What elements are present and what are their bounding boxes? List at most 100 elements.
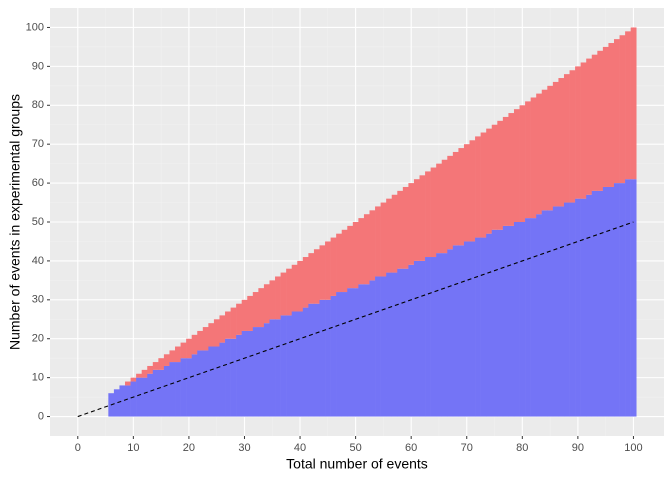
bar-segment [547, 210, 554, 417]
bar-segment [186, 338, 192, 359]
bar-segment [458, 148, 465, 246]
x-tick-label: 50 [349, 442, 361, 454]
bar-segment [480, 237, 487, 417]
bar-segment [386, 198, 393, 273]
bar-segment [136, 373, 142, 378]
bar-segment [386, 272, 393, 417]
bar-segment [530, 97, 537, 219]
bar-segment [530, 218, 537, 417]
bar-segment [286, 315, 293, 417]
bar-segment [430, 167, 437, 258]
bar-segment [419, 260, 426, 417]
bar-segment [430, 257, 437, 417]
bar-segment [513, 222, 520, 417]
bar-segment [397, 190, 404, 269]
y-tick-label: 100 [26, 21, 44, 33]
bar-segment [119, 385, 126, 417]
bar-segment [241, 299, 248, 331]
bar-segment [269, 319, 276, 417]
bar-segment [608, 43, 615, 187]
bar-segment [186, 358, 192, 417]
y-tick-label: 0 [38, 410, 44, 422]
bar-segment [408, 264, 415, 417]
bar-segment [180, 358, 187, 417]
bar-segment [319, 299, 326, 417]
bar-segment [563, 202, 570, 417]
bar-segment [219, 315, 226, 343]
bar-segment [402, 268, 409, 417]
y-tick-label: 30 [32, 294, 44, 306]
y-tick-label: 50 [32, 216, 44, 228]
y-tick-label: 20 [32, 333, 44, 345]
bar-segment [502, 225, 509, 417]
bar-segment [580, 198, 587, 417]
bar-segment [263, 284, 270, 324]
bar-segment [313, 249, 320, 304]
bar-segment [630, 27, 637, 180]
bar-segment [525, 101, 531, 219]
bar-segment [191, 354, 198, 417]
bar-segment [552, 206, 559, 417]
bar-segment [447, 249, 454, 417]
bar-segment [208, 346, 215, 417]
bar-segment [491, 229, 498, 417]
bar-segment [280, 272, 287, 316]
bar-segment [602, 46, 609, 187]
bar-segment [375, 206, 381, 277]
bar-segment [508, 225, 515, 417]
bar-segment [175, 346, 181, 363]
bar-segment [330, 295, 337, 417]
bar-segment [597, 50, 604, 191]
bar-segment [575, 66, 581, 199]
bar-segment [447, 155, 454, 250]
bar-segment [619, 183, 626, 417]
bar-segment [519, 222, 526, 417]
bar-segment [152, 369, 159, 417]
bar-segment [286, 268, 293, 316]
bar-segment [475, 136, 481, 238]
bar-segment [297, 311, 304, 417]
bar-segment [591, 190, 598, 417]
bar-segment [425, 257, 431, 417]
bar-segment [219, 342, 226, 417]
bar-segment [497, 120, 504, 230]
bar-segment [291, 311, 298, 417]
bar-segment [169, 362, 176, 417]
bar-segment [580, 62, 587, 199]
bar-segment [380, 276, 387, 417]
bar-segment [341, 292, 348, 417]
reference-line [77, 221, 634, 418]
bar-segment [297, 260, 304, 312]
bar-segment [602, 186, 609, 417]
bar-segment [158, 358, 165, 370]
bar-segment [125, 381, 131, 386]
bar-segment [247, 295, 254, 331]
x-tick-label: 80 [516, 442, 528, 454]
bar-segment [136, 377, 142, 417]
bar-segment [169, 350, 176, 363]
bar-segment [236, 303, 243, 335]
bar-segment [402, 186, 409, 269]
bar-segment [330, 237, 337, 296]
bar-segment [352, 288, 359, 417]
bar-segment [275, 276, 281, 320]
y-tick-label: 90 [32, 60, 44, 72]
bar-segment [113, 389, 120, 417]
bar-segment [391, 194, 398, 273]
bar-segment [569, 202, 576, 417]
bar-segment [547, 85, 554, 211]
x-tick-label: 70 [461, 442, 473, 454]
bar-segment [536, 93, 543, 215]
bar-segment [502, 116, 509, 226]
bar-segment [130, 377, 137, 382]
bar-segment [491, 124, 498, 230]
x-tick-label: 100 [624, 442, 642, 454]
bar-segment [391, 272, 398, 417]
bar-segment [597, 190, 604, 417]
y-tick-label: 70 [32, 138, 44, 150]
bar-segment [452, 151, 459, 246]
x-tick-label: 0 [75, 442, 81, 454]
x-tick-label: 40 [294, 442, 306, 454]
bar-segment [147, 365, 154, 374]
bar-segment [469, 140, 476, 242]
